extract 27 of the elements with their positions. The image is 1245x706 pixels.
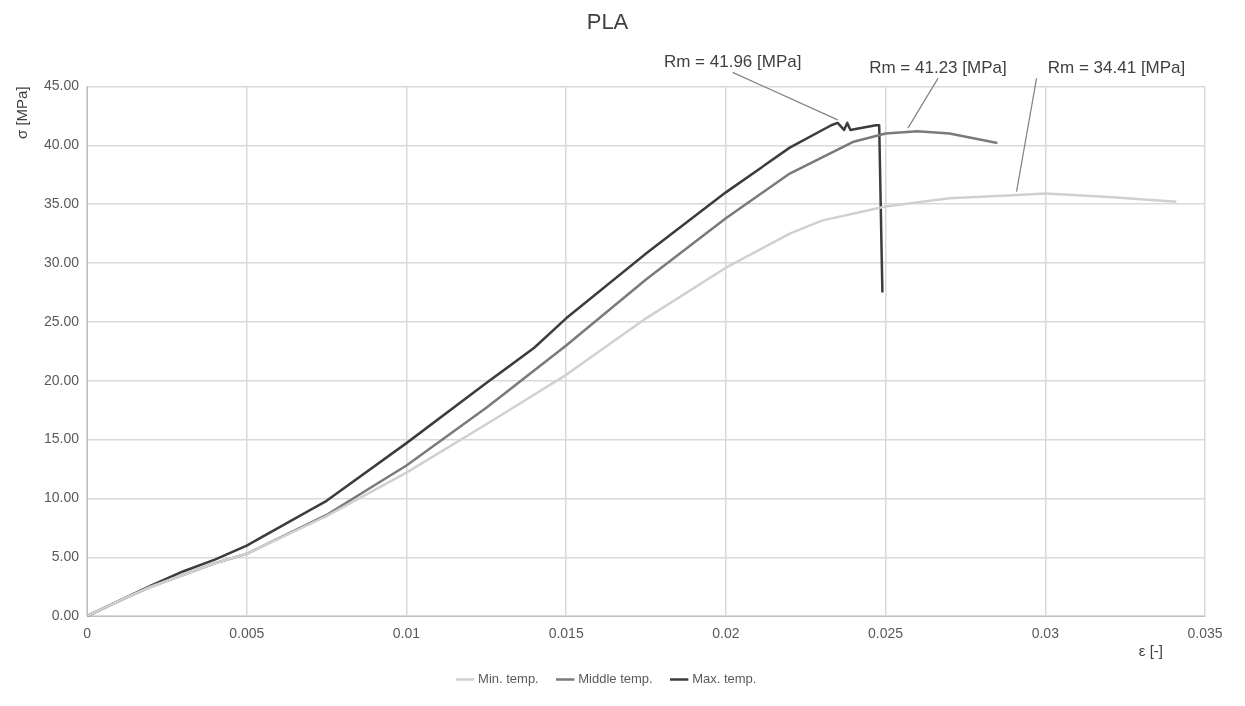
legend-label: Min. temp.: [478, 671, 539, 687]
y-tick-label: 30.00: [43, 253, 80, 270]
y-tick-label: 40.00: [43, 136, 80, 153]
x-tick-label: 0.015: [548, 625, 584, 642]
y-tick-label: 35.00: [43, 194, 80, 211]
y-tick-label: 25.00: [43, 312, 80, 329]
x-tick-label: 0.01: [392, 625, 421, 642]
y-tick-label: 45.00: [43, 77, 80, 94]
legend-label: Middle temp.: [578, 671, 653, 687]
chart-title: PLA: [586, 9, 629, 35]
y-tick-label: 20.00: [43, 371, 80, 388]
annotation: Rm = 41.96 [MPa]: [663, 52, 802, 72]
x-tick-label: 0.005: [229, 625, 265, 642]
x-tick-label: 0.025: [868, 625, 904, 642]
x-tick-label: 0.03: [1031, 625, 1060, 642]
x-tick-label: 0.02: [712, 625, 740, 642]
y-axis-title: σ [MPa]: [13, 86, 31, 140]
x-tick-label: 0: [83, 625, 92, 642]
legend-label: Max. temp.: [692, 671, 757, 687]
annotation: Rm = 41.23 [MPa]: [869, 58, 1007, 78]
y-tick-label: 10.00: [43, 489, 80, 506]
y-tick-label: 15.00: [43, 430, 80, 447]
annotation: Rm = 34.41 [MPa]: [1047, 58, 1186, 78]
y-tick-label: 0.00: [51, 607, 80, 624]
x-axis-title: ε [-]: [1138, 641, 1163, 659]
y-tick-label: 5.00: [51, 548, 80, 565]
x-tick-label: 0.035: [1187, 625, 1223, 642]
